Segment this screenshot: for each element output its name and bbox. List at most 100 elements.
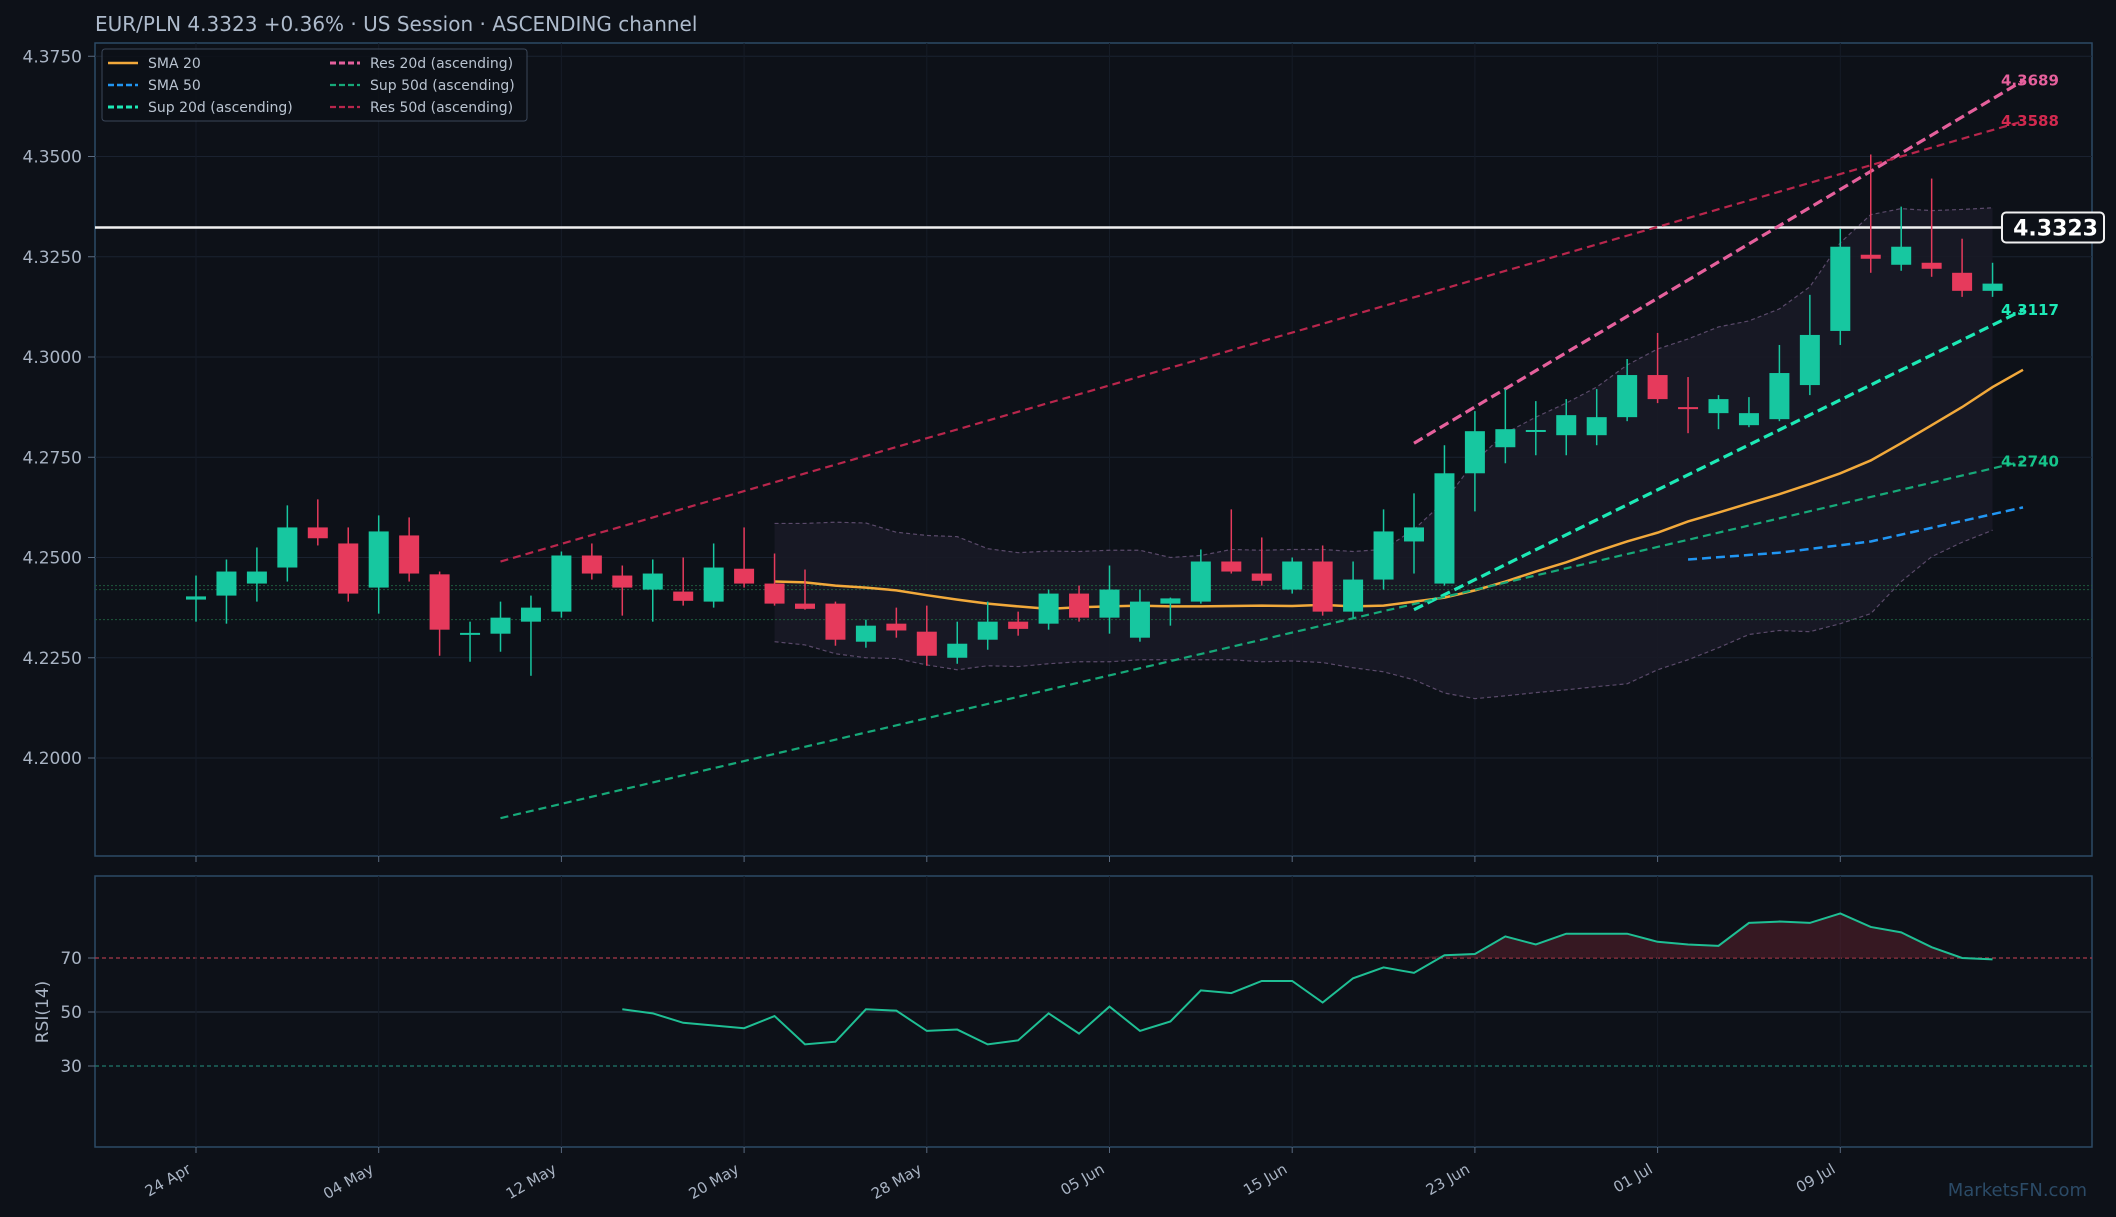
- candle-body: [764, 583, 785, 604]
- rsi-line: [622, 912, 1993, 1046]
- candle-body: [460, 632, 481, 635]
- candle-body: [1251, 573, 1272, 581]
- candle-body: [1617, 375, 1638, 418]
- price-tick-label: 4.2750: [23, 448, 82, 468]
- candle-body: [673, 591, 694, 601]
- candle-body: [399, 535, 420, 574]
- candle-body: [338, 543, 359, 594]
- indicator-lines: [500, 79, 2024, 820]
- candle-body: [1799, 334, 1820, 386]
- price-panel: 4.2000 4.2250 4.2500 4.2750 4.3000 4.3250 4.35…: [23, 42, 2105, 857]
- last-price-tag: 4.3323: [2001, 211, 2105, 244]
- end-label: 4.2740: [2001, 452, 2059, 470]
- candle-body: [1708, 399, 1729, 414]
- legend-label: Sup 50d (ascending): [370, 78, 515, 94]
- end-label: 4.3588: [2001, 112, 2059, 130]
- price-panel-frame: [94, 42, 2093, 857]
- last-price-box: [2001, 211, 2105, 244]
- candle-body: [977, 621, 998, 640]
- candle-body: [186, 596, 206, 600]
- candle-body: [1860, 254, 1881, 259]
- series-line-res-20d-ascending: [1413, 79, 2024, 445]
- bollinger-upper: [774, 207, 1993, 559]
- price-y-axis: 4.2000 4.2250 4.2500 4.2750 4.3000 4.3250 4.35…: [23, 47, 95, 769]
- series-line-sup-20d-ascending: [1413, 308, 2024, 612]
- rsi-series-line: [622, 912, 1993, 1046]
- candle-body: [1464, 431, 1485, 474]
- watermark: MarketsFN.com: [1948, 1180, 2087, 1201]
- bollinger-band: [774, 207, 1993, 700]
- legend-label: SMA 50: [148, 78, 201, 94]
- rsi-tick-label: 30: [60, 1057, 82, 1077]
- candle-body: [520, 607, 541, 622]
- legend-label: Sup 20d (ascending): [148, 100, 293, 116]
- end-labels: 4.3689 4.3588 4.3117 4.2740: [2001, 72, 2059, 471]
- horizontal-levels: [95, 226, 2092, 621]
- candle-body: [1221, 561, 1242, 572]
- candle-body: [1343, 579, 1364, 612]
- price-tick-label: 4.3250: [23, 248, 82, 268]
- end-label: 4.3117: [2001, 301, 2059, 319]
- series-line-sma-50: [1687, 506, 2024, 561]
- rsi-overbought-fill: [622, 913, 1993, 958]
- series-line-sup-50d-ascending: [500, 460, 2024, 820]
- candle-body: [1434, 473, 1455, 584]
- candle-body: [1495, 429, 1516, 448]
- candle-body: [1891, 246, 1912, 265]
- candle-body: [886, 623, 907, 631]
- candle-body: [277, 527, 298, 568]
- bollinger-lower: [774, 529, 1993, 700]
- candle-body: [1038, 593, 1059, 624]
- candle-body: [551, 555, 572, 612]
- candle-body: [1312, 561, 1333, 612]
- price-tick-label: 4.2500: [23, 549, 82, 569]
- rsi-tick-label: 70: [60, 949, 82, 969]
- candle-body: [734, 568, 755, 584]
- series-line-res-50d-ascending: [500, 120, 2024, 563]
- candles: [186, 154, 2003, 676]
- candle-body: [490, 617, 511, 634]
- candle-body: [1160, 598, 1181, 604]
- legend: SMA 20 SMA 50 Sup 20d (ascending) Res 20d (…: [101, 48, 528, 122]
- rsi-tick-label: 50: [60, 1003, 82, 1023]
- price-tick-label: 4.2250: [23, 649, 82, 669]
- rsi-axis-label: RSI(14): [33, 981, 53, 1044]
- candle-body: [246, 571, 267, 584]
- candle-body: [1982, 283, 2003, 291]
- candle-body: [1738, 413, 1759, 426]
- candle-body: [795, 603, 815, 609]
- candle-body: [1404, 527, 1424, 542]
- rsi-overbought-area: [622, 913, 1993, 958]
- candle-body: [1129, 601, 1150, 638]
- candle-body: [216, 571, 237, 596]
- candle-body: [916, 631, 937, 656]
- candle-body: [1830, 246, 1851, 331]
- candle-body: [642, 573, 663, 590]
- candle-body: [1525, 429, 1546, 432]
- end-label: 4.3689: [2001, 72, 2059, 90]
- candle-body: [703, 567, 724, 602]
- candle-body: [1069, 593, 1090, 618]
- rsi-y-axis: 30 50 70: [60, 949, 95, 1077]
- price-tick-label: 4.3500: [23, 148, 82, 168]
- candle-body: [1586, 417, 1607, 436]
- candle-body: [429, 574, 450, 630]
- price-tick-label: 4.3750: [23, 47, 82, 67]
- candle-body: [612, 575, 633, 588]
- legend-box: [101, 48, 528, 122]
- candle-body: [855, 625, 876, 642]
- candle-body: [1099, 589, 1120, 618]
- candle-body: [1921, 262, 1942, 269]
- candle-body: [825, 603, 846, 640]
- candle-body: [307, 527, 328, 539]
- legend-label: SMA 20: [148, 56, 201, 72]
- rsi-panel: 30 50 70 RSI(14): [33, 875, 2093, 1148]
- candle-body: [1282, 561, 1303, 590]
- bollinger-fill: [774, 207, 1993, 699]
- last-price-text: 4.3323: [2013, 216, 2098, 241]
- price-tick-label: 4.3000: [23, 348, 82, 368]
- candle-body: [1678, 407, 1699, 410]
- candle-body: [1952, 272, 1973, 291]
- chart-title: EUR/PLN 4.3323 +0.36% · US Session · ASC…: [95, 12, 697, 36]
